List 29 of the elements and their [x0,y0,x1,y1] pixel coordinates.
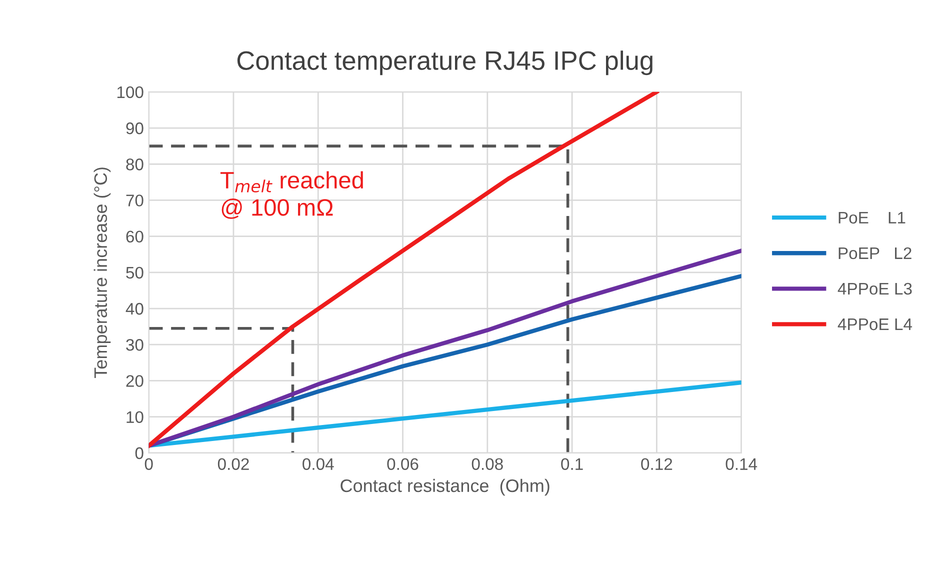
line-series [148,92,659,448]
legend-label: 4PPoE L3 [838,282,912,295]
line-series [148,380,742,448]
y-tick-label: 20 [126,375,144,387]
legend-label: 4PPoE L4 [838,318,912,330]
x-tick-label: 0.02 [218,458,249,470]
legend-label: PoEP L2 [838,247,912,260]
annotation: T$_{melt}$ reached @ 100 mΩ [220,171,363,219]
y-tick-label: 40 [126,302,144,315]
y-tick-label: 90 [126,122,144,134]
y-tick-label: 80 [126,158,144,170]
x-tick-label: 0 [144,458,153,470]
x-tick-label: 0.14 [726,458,758,470]
y-tick-label: 30 [126,339,144,351]
x-tick-label: 0.12 [641,458,672,470]
x-tick-label: 0.06 [387,458,418,470]
chart-title: Contact temperature RJ45 IPC plug [237,50,652,76]
x-tick-label: 0.08 [472,458,503,470]
legend-label: PoE L1 [838,212,906,224]
y-tick-label: 60 [126,230,144,243]
x-tick-label: 0.1 [561,458,583,470]
y-tick-label: 50 [126,266,144,279]
x-axis-title: Contact resistance (Ohm) [340,478,550,496]
y-tick-label: 100 [117,86,144,98]
y-tick-label: 10 [126,411,144,423]
y-tick-label: 0 [135,447,144,460]
y-tick-label: 70 [126,194,144,206]
x-tick-label: 0.04 [302,458,334,470]
y-axis-title: Temperature increase (°C) [94,168,111,378]
